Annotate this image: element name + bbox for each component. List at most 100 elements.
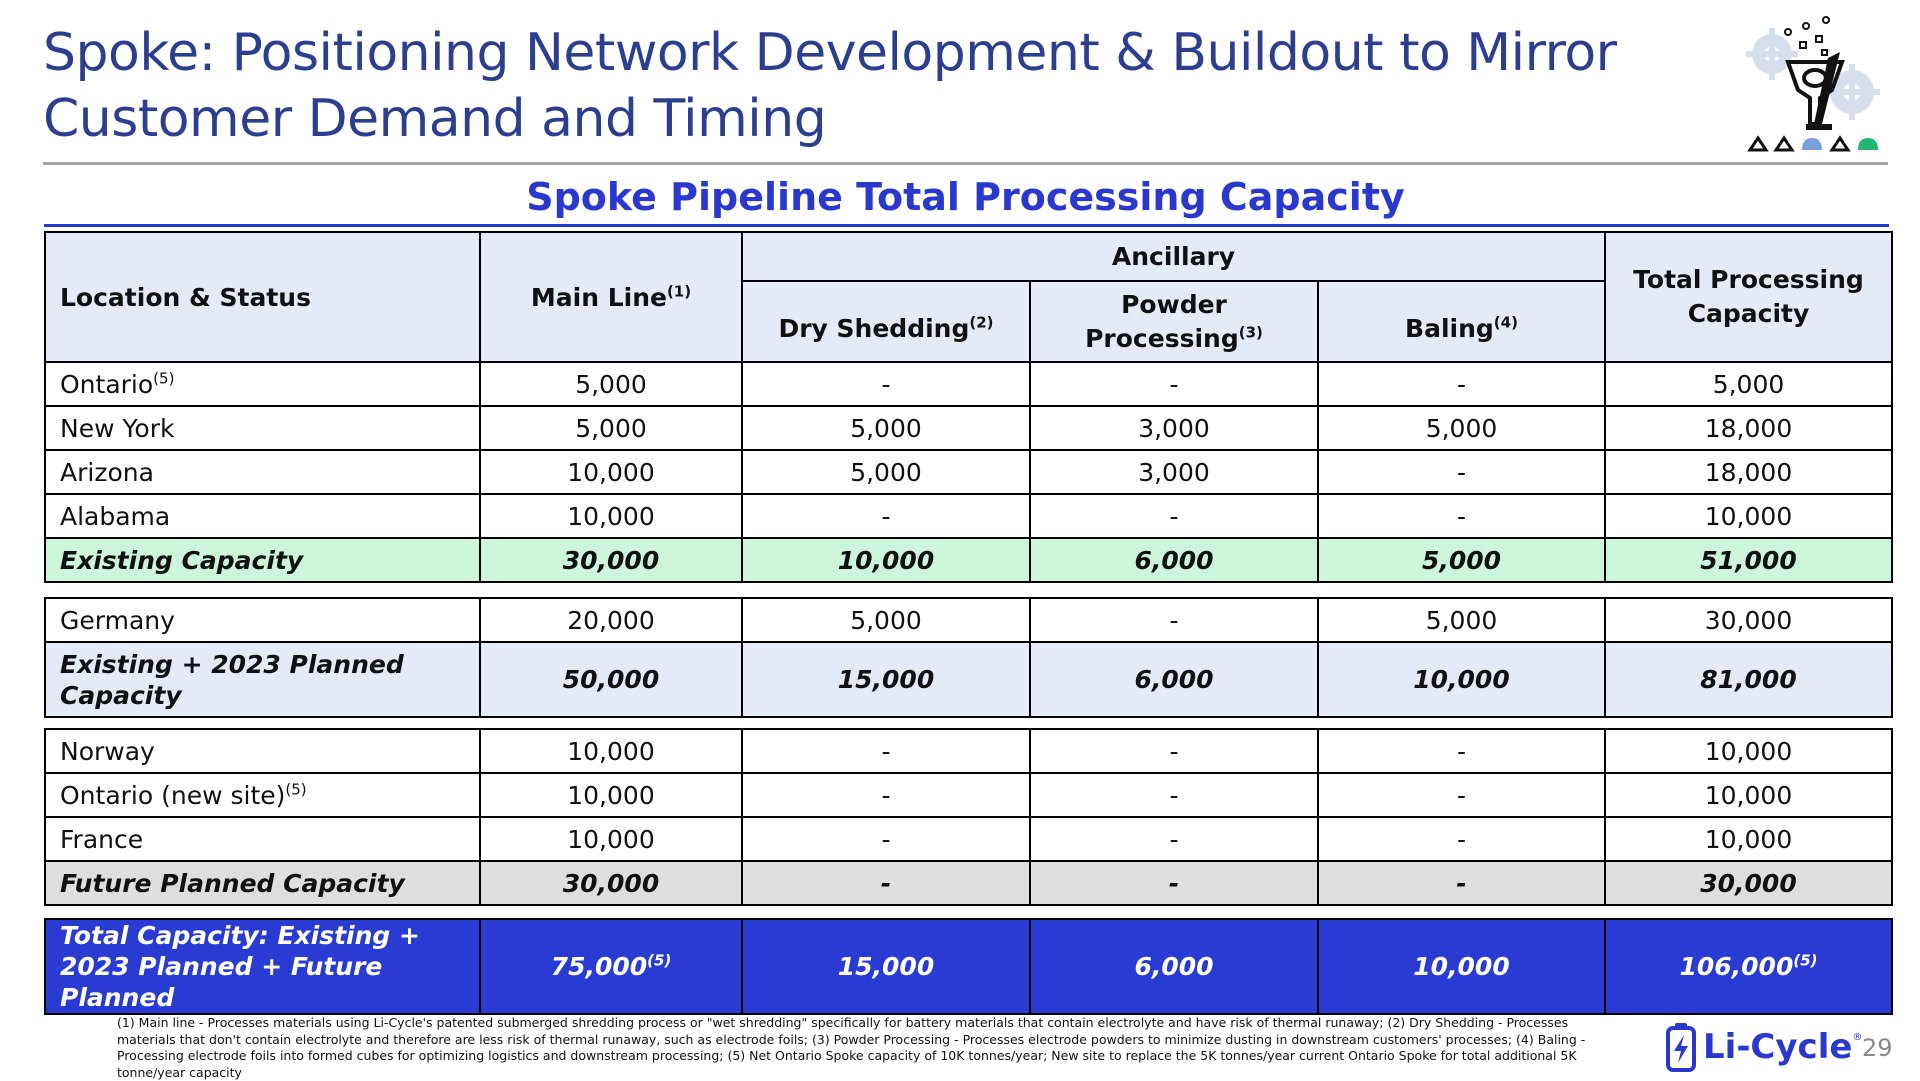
- subtotal-label: Future Planned Capacity: [44, 860, 481, 906]
- main-line-cell: 5,000: [479, 405, 743, 451]
- powder-cell: 6,000: [1029, 918, 1319, 1015]
- capacity-table-grand-total: Total Capacity: Existing + 2023 Planned …: [44, 918, 1893, 1015]
- main-line-cell: 10,000: [479, 816, 743, 862]
- main-line-cell: 75,000(5): [479, 918, 743, 1015]
- baling-cell: -: [1317, 449, 1606, 495]
- brand-name: Li-Cycle: [1703, 1027, 1853, 1067]
- table-row: Germany 20,000 5,000 - 5,000 30,000: [44, 597, 1893, 643]
- total-cell: 106,000(5): [1604, 918, 1893, 1015]
- baling-cell: 10,000: [1317, 918, 1606, 1015]
- baling-cell: -: [1317, 816, 1606, 862]
- location-cell: New York: [44, 405, 481, 451]
- location-cell: Germany: [44, 597, 481, 643]
- powder-cell: -: [1029, 728, 1319, 774]
- powder-cell: 6,000: [1029, 537, 1319, 583]
- table-row: France 10,000 - - - 10,000: [44, 816, 1893, 862]
- baling-cell: -: [1317, 772, 1606, 818]
- subtotal-label: Existing + 2023 Planned Capacity: [44, 641, 481, 718]
- header-ancillary: Ancillary: [741, 231, 1606, 282]
- total-cell: 30,000: [1604, 597, 1893, 643]
- table-row: Ontario (new site)(5) 10,000 - - - 10,00…: [44, 772, 1893, 818]
- grand-total-label: Total Capacity: Existing + 2023 Planned …: [44, 918, 481, 1015]
- page-number: 29: [1862, 1034, 1893, 1062]
- main-line-cell: 5,000: [479, 361, 743, 407]
- baling-cell: 10,000: [1317, 641, 1606, 718]
- dry-shedding-cell: 10,000: [741, 537, 1031, 583]
- main-line-cell: 10,000: [479, 728, 743, 774]
- dry-shedding-cell: -: [741, 728, 1031, 774]
- dry-shedding-cell: -: [741, 816, 1031, 862]
- baling-cell: 5,000: [1317, 405, 1606, 451]
- table-row: Ontario(5) 5,000 - - - 5,000: [44, 361, 1893, 407]
- powder-cell: -: [1029, 816, 1319, 862]
- baling-cell: -: [1317, 361, 1606, 407]
- total-cell: 51,000: [1604, 537, 1893, 583]
- subtotal-label: Existing Capacity: [44, 537, 481, 583]
- table-title: Spoke Pipeline Total Processing Capacity: [526, 175, 1405, 219]
- dry-shedding-cell: 5,000: [741, 405, 1031, 451]
- dry-shedding-cell: 5,000: [741, 449, 1031, 495]
- main-line-cell: 50,000: [479, 641, 743, 718]
- battery-bolt-icon: [1666, 1023, 1696, 1072]
- baling-cell: -: [1317, 493, 1606, 539]
- dry-shedding-cell: -: [741, 860, 1031, 906]
- main-line-cell: 20,000: [479, 597, 743, 643]
- baling-cell: -: [1317, 860, 1606, 906]
- dry-shedding-cell: -: [741, 493, 1031, 539]
- powder-cell: -: [1029, 493, 1319, 539]
- header-total-capacity: Total Processing Capacity: [1604, 231, 1893, 363]
- dry-shedding-cell: 15,000: [741, 918, 1031, 1015]
- location-cell: Alabama: [44, 493, 481, 539]
- existing-capacity-row: Existing Capacity 30,000 10,000 6,000 5,…: [44, 537, 1893, 583]
- total-cell: 10,000: [1604, 772, 1893, 818]
- total-cell: 5,000: [1604, 361, 1893, 407]
- subtitle-divider: [44, 224, 1889, 227]
- dry-shedding-cell: -: [741, 772, 1031, 818]
- total-cell: 18,000: [1604, 405, 1893, 451]
- powder-cell: -: [1029, 597, 1319, 643]
- total-cell: 30,000: [1604, 860, 1893, 906]
- gears-funnel-icon: [1746, 16, 1880, 152]
- planned-capacity-row: Existing + 2023 Planned Capacity 50,000 …: [44, 641, 1893, 718]
- total-cell: 10,000: [1604, 816, 1893, 862]
- total-cell: 10,000: [1604, 728, 1893, 774]
- location-cell: Ontario(5): [44, 361, 481, 407]
- main-line-cell: 10,000: [479, 772, 743, 818]
- header-main-line: Main Line(1): [479, 231, 743, 363]
- future-capacity-row: Future Planned Capacity 30,000 - - - 30,…: [44, 860, 1893, 906]
- total-cell: 81,000: [1604, 641, 1893, 718]
- baling-cell: -: [1317, 728, 1606, 774]
- header-location: Location & Status: [44, 231, 481, 363]
- powder-cell: -: [1029, 361, 1319, 407]
- total-cell: 10,000: [1604, 493, 1893, 539]
- main-line-cell: 30,000: [479, 860, 743, 906]
- capacity-table-existing: Location & Status Main Line(1) Ancillary…: [44, 231, 1893, 583]
- table-row: New York 5,000 5,000 3,000 5,000 18,000: [44, 405, 1893, 451]
- footnotes: (1) Main line - Processes materials usin…: [117, 1015, 1586, 1080]
- header-powder-processing: Powder Processing(3): [1029, 280, 1319, 363]
- location-cell: Arizona: [44, 449, 481, 495]
- baling-cell: 5,000: [1317, 597, 1606, 643]
- main-line-cell: 30,000: [479, 537, 743, 583]
- dry-shedding-cell: -: [741, 361, 1031, 407]
- header-baling: Baling(4): [1317, 280, 1606, 363]
- location-cell: Ontario (new site)(5): [44, 772, 481, 818]
- capacity-table-2023-planned: Germany 20,000 5,000 - 5,000 30,000 Exis…: [44, 597, 1893, 718]
- table-row: Norway 10,000 - - - 10,000: [44, 728, 1893, 774]
- total-cell: 18,000: [1604, 449, 1893, 495]
- slide-title: Spoke: Positioning Network Development &…: [43, 23, 1617, 149]
- main-line-cell: 10,000: [479, 493, 743, 539]
- baling-cell: 5,000: [1317, 537, 1606, 583]
- powder-cell: -: [1029, 860, 1319, 906]
- capacity-table-future: Norway 10,000 - - - 10,000 Ontario (new …: [44, 728, 1893, 906]
- registered-mark: ®: [1852, 1032, 1863, 1043]
- table-row: Arizona 10,000 5,000 3,000 - 18,000: [44, 449, 1893, 495]
- li-cycle-logo: Li-Cycle ®: [1665, 1020, 1862, 1074]
- powder-cell: 3,000: [1029, 449, 1319, 495]
- header-dry-shedding: Dry Shedding(2): [741, 280, 1031, 363]
- dry-shedding-cell: 15,000: [741, 641, 1031, 718]
- powder-cell: 3,000: [1029, 405, 1319, 451]
- main-line-cell: 10,000: [479, 449, 743, 495]
- location-cell: Norway: [44, 728, 481, 774]
- grand-total-row: Total Capacity: Existing + 2023 Planned …: [44, 918, 1893, 1015]
